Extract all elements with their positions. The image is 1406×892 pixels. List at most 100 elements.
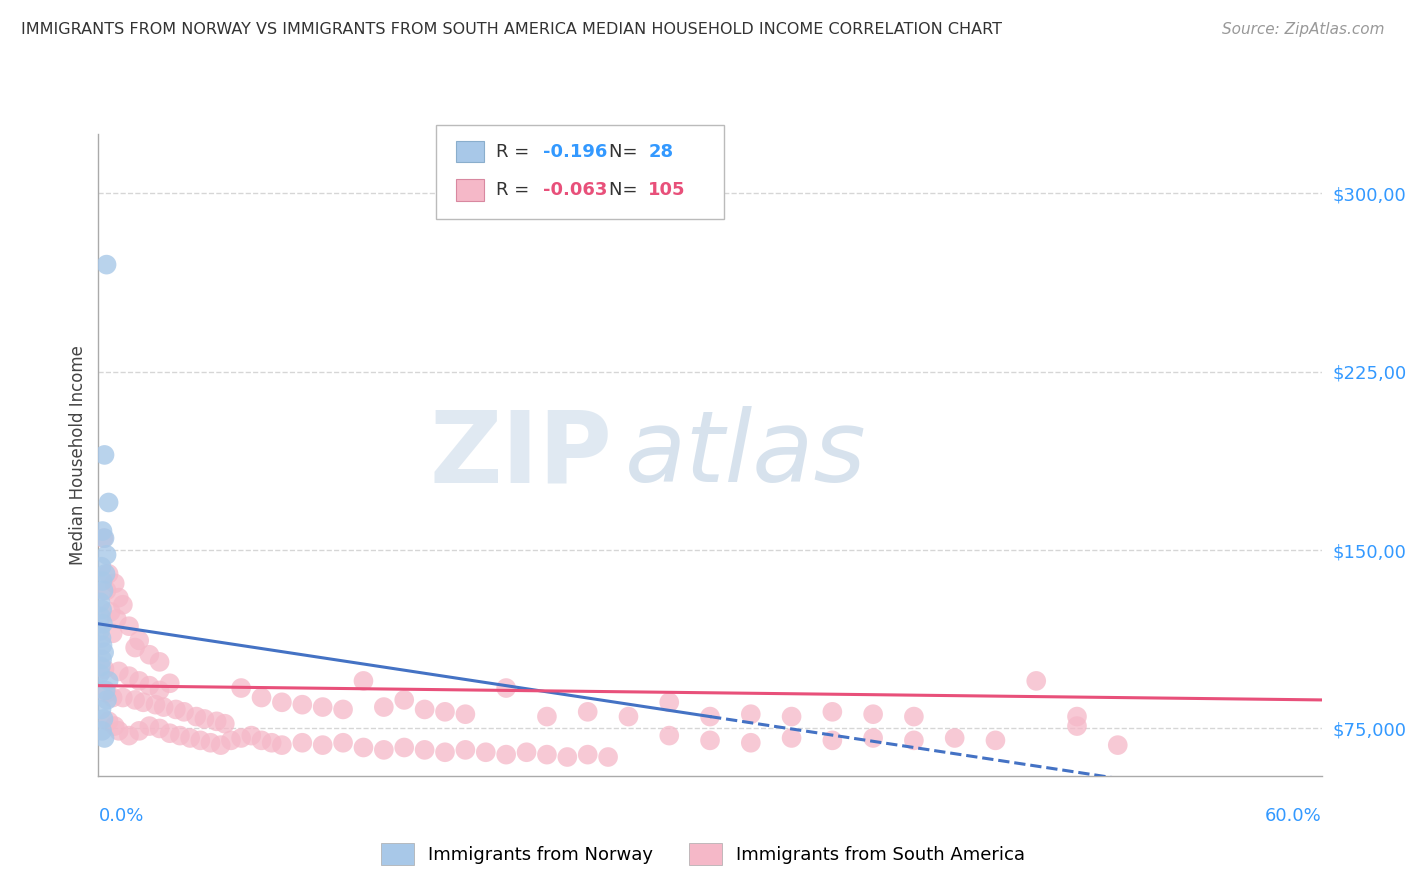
Point [90, 631, 112, 645]
Point [352, 740, 374, 755]
Point [93, 662, 115, 676]
Point [145, 698, 167, 712]
Point [780, 709, 803, 723]
Point [214, 716, 236, 731]
Point [138, 648, 160, 662]
Point [93, 712, 115, 726]
Point [291, 736, 314, 750]
Text: IMMIGRANTS FROM NORWAY VS IMMIGRANTS FROM SOUTH AMERICA MEDIAN HOUSEHOLD INCOME : IMMIGRANTS FROM NORWAY VS IMMIGRANTS FRO… [21, 22, 1002, 37]
Point [260, 736, 283, 750]
Point [90, 659, 112, 673]
Point [173, 705, 195, 719]
Point [94, 683, 117, 698]
Point [91, 638, 114, 652]
Point [179, 731, 201, 745]
Point [250, 733, 273, 747]
Point [91, 616, 114, 631]
Point [1025, 673, 1047, 688]
Point [118, 669, 141, 683]
Point [97, 495, 120, 509]
Point [231, 731, 253, 745]
Point [392, 693, 416, 707]
Point [200, 736, 222, 750]
Text: 60.0%: 60.0% [1265, 807, 1322, 825]
Point [250, 690, 273, 705]
Point [124, 693, 146, 707]
Point [903, 709, 925, 723]
Point [94, 566, 117, 581]
Point [617, 709, 640, 723]
Point [93, 531, 115, 545]
Point [536, 747, 558, 762]
Point [118, 619, 141, 633]
Point [149, 683, 172, 698]
Point [312, 700, 335, 714]
Point [903, 733, 925, 747]
Point [555, 750, 579, 764]
Point [91, 574, 114, 588]
Point [90, 559, 112, 574]
Point [111, 690, 134, 705]
Point [96, 548, 118, 562]
Point [454, 707, 477, 722]
Point [93, 645, 115, 659]
Point [699, 709, 721, 723]
Point [101, 626, 124, 640]
Point [93, 731, 115, 745]
Point [169, 729, 191, 743]
Point [188, 733, 212, 747]
Point [108, 591, 131, 605]
Point [193, 712, 215, 726]
Point [474, 745, 498, 759]
Point [596, 750, 619, 764]
Point [984, 733, 1007, 747]
Point [1066, 719, 1088, 733]
Text: -0.063: -0.063 [543, 181, 607, 199]
Point [699, 733, 721, 747]
Point [165, 702, 187, 716]
Point [270, 695, 294, 709]
Point [149, 655, 172, 669]
Point [270, 738, 294, 752]
Point [89, 666, 111, 681]
Point [89, 624, 111, 638]
Point [516, 745, 538, 759]
Point [91, 524, 114, 538]
Point [96, 258, 118, 272]
Point [89, 595, 111, 609]
Point [240, 729, 263, 743]
Text: 0.0%: 0.0% [98, 807, 143, 825]
Point [658, 729, 681, 743]
Point [111, 598, 134, 612]
Point [159, 726, 181, 740]
Point [96, 693, 118, 707]
Point [576, 747, 599, 762]
Point [780, 731, 803, 745]
Y-axis label: Median Household Income: Median Household Income [69, 345, 87, 565]
Point [108, 723, 131, 738]
Text: N=: N= [609, 143, 643, 161]
Point [332, 736, 354, 750]
Point [219, 733, 242, 747]
Point [332, 702, 354, 716]
Point [433, 745, 456, 759]
Point [104, 719, 127, 733]
Point [495, 681, 517, 695]
Point [862, 707, 884, 722]
Point [128, 673, 150, 688]
Point [821, 705, 844, 719]
Point [124, 640, 146, 655]
Legend: Immigrants from Norway, Immigrants from South America: Immigrants from Norway, Immigrants from … [381, 843, 1025, 865]
Point [90, 702, 112, 716]
Point [138, 679, 160, 693]
Text: N=: N= [609, 181, 643, 199]
Text: -0.196: -0.196 [543, 143, 607, 161]
Point [1066, 709, 1088, 723]
Point [943, 731, 966, 745]
Point [118, 729, 141, 743]
Text: 105: 105 [648, 181, 686, 199]
Point [495, 747, 517, 762]
Point [91, 602, 114, 616]
Text: 28: 28 [648, 143, 673, 161]
Point [91, 652, 114, 666]
